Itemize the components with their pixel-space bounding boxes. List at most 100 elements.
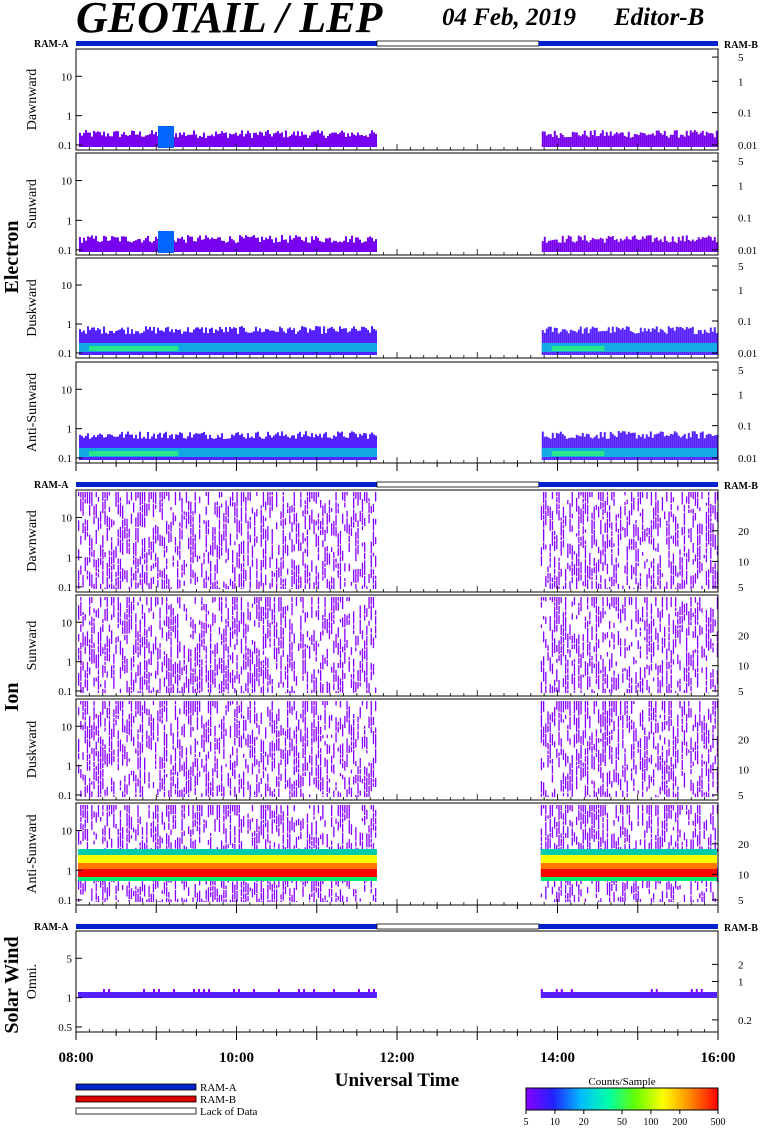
mode-bar-ram-b — [538, 482, 718, 487]
panel-ion-dawnward: Dawnward 10 1 0.1 20 10 5 — [25, 489, 750, 594]
panel-ion-sunward: Sunward 10 1 0.1 20 10 5 — [25, 594, 750, 698]
editor-label: Editor-B — [614, 4, 705, 31]
left-tick-label: 1 — [67, 993, 73, 1005]
panel-frame — [75, 698, 719, 801]
x-tick-label: 16:00 — [701, 1050, 736, 1066]
right-tick-label: 0.1 — [738, 212, 752, 224]
right-tick-label: 5 — [738, 365, 744, 377]
legend-label: Lack of Data — [200, 1106, 258, 1118]
left-tick-label: 10 — [61, 71, 73, 83]
panel-ion-duskward: Duskward 10 1 0.1 20 10 5 — [25, 698, 750, 802]
panel-label: Anti-Sunward — [25, 373, 40, 452]
right-tick-label: 1 — [738, 181, 744, 193]
mode-bar-ram-a — [76, 482, 377, 487]
right-tick-label: 1 — [738, 285, 744, 297]
mode-bar-right-label: RAM-B — [724, 40, 758, 51]
colorbar-tick-label: 500 — [711, 1117, 726, 1128]
right-tick-label: 5 — [738, 686, 744, 698]
right-tick-label: 20 — [738, 734, 750, 746]
mode-bar-left-label: RAM-A — [34, 480, 69, 491]
left-tick-label: 10 — [61, 280, 73, 292]
date-label: 04 Feb, 2019 — [442, 4, 577, 31]
left-tick-label: 0.5 — [58, 1022, 72, 1034]
mode-bar-ram-b — [538, 924, 718, 929]
panel-electron-sunward: Sunward 10 1 0.1 5 1 0.1 0.01 — [25, 152, 757, 257]
left-tick-label: 1 — [67, 865, 73, 877]
right-tick-label: 1 — [738, 389, 744, 401]
colorbar-tick-label: 20 — [579, 1117, 589, 1128]
right-tick-label: 5 — [738, 52, 744, 64]
right-tick-label: 0.01 — [738, 245, 757, 257]
colorbar-tick-label: 100 — [643, 1117, 658, 1128]
right-tick-label: 0.2 — [738, 1015, 752, 1027]
x-tick-label: 10:00 — [219, 1050, 254, 1066]
left-tick-label: 10 — [61, 826, 73, 838]
mode-bar-ram-b — [538, 41, 718, 46]
left-tick-label: 10 — [61, 721, 73, 733]
panel-ion-anti-sunward: Anti-Sunward 10 1 0.1 20 10 5 — [25, 802, 750, 907]
colorbar-tick-label: 200 — [672, 1117, 687, 1128]
legend-swatch — [75, 1095, 197, 1103]
colorbar-tick-label: 50 — [617, 1117, 627, 1128]
right-tick-label: 10 — [738, 869, 750, 881]
right-tick-label: 1 — [738, 76, 744, 88]
mode-bar-left-label: RAM-A — [34, 39, 69, 50]
right-tick-label: 10 — [738, 556, 750, 568]
right-tick-label: 0.01 — [738, 140, 757, 152]
left-tick-label: 1 — [67, 657, 73, 669]
colorbar-tick-label: 5 — [524, 1117, 529, 1128]
panel-label: Dawnward — [25, 510, 40, 571]
left-tick-label: 10 — [61, 384, 73, 396]
mode-bar-solar-wind: RAM-A RAM-B — [34, 922, 758, 934]
left-tick-label: 0.1 — [58, 245, 72, 257]
left-tick-label: 1 — [67, 552, 73, 564]
left-tick-label: 1 — [67, 111, 73, 123]
panel-electron-dawnward: Dawnward 10 1 0.1 5 1 0.1 0.01 — [25, 48, 757, 152]
mode-bar-ram-a — [76, 924, 377, 929]
colorbar: Counts/Sample 5 10 20 50 100 200 500 — [524, 1076, 726, 1128]
panel-label: Sunward — [25, 621, 40, 671]
x-axis-label: Universal Time — [335, 1070, 459, 1091]
panel-label: Sunward — [25, 179, 40, 229]
mode-bar-ion: RAM-A RAM-B — [34, 480, 758, 492]
legend-label: RAM-B — [200, 1094, 236, 1106]
right-tick-label: 0.1 — [738, 421, 752, 433]
right-tick-label: 0.1 — [738, 316, 752, 328]
right-tick-label: 2 — [738, 959, 744, 971]
panel-electron-anti-sunward: Anti-Sunward 10 1 0.1 5 1 0.1 0.01 — [25, 361, 757, 465]
mode-bar-right-label: RAM-B — [724, 923, 758, 934]
left-tick-label: 0.1 — [58, 582, 72, 594]
left-tick-label: 10 — [61, 617, 73, 629]
right-tick-label: 5 — [738, 261, 744, 273]
left-tick-label: 0.1 — [58, 140, 72, 152]
right-tick-label: 5 — [738, 895, 744, 907]
mode-bar-lack — [376, 481, 540, 488]
right-tick-label: 20 — [738, 839, 750, 851]
panel-frame — [75, 594, 719, 697]
panel-label: Dawnward — [25, 69, 40, 130]
legend-swatch — [75, 1107, 197, 1115]
left-tick-label: 0.1 — [58, 686, 72, 698]
panel-electron-duskward: Duskward 10 1 0.1 5 1 0.1 0.01 — [25, 257, 757, 360]
left-tick-label: 5 — [67, 953, 73, 965]
mode-bar-lack — [376, 923, 540, 930]
right-tick-label: 20 — [738, 526, 750, 538]
right-tick-label: 0.01 — [738, 348, 757, 360]
panel-label: Omni. — [25, 964, 40, 999]
right-tick-label: 10 — [738, 765, 750, 777]
left-tick-label: 10 — [61, 513, 73, 525]
right-tick-label: 0.01 — [738, 453, 757, 465]
left-tick-label: 10 — [61, 176, 73, 188]
mode-bar-lack — [376, 40, 540, 47]
left-tick-label: 1 — [67, 761, 73, 773]
right-tick-label: 10 — [738, 661, 750, 673]
group-label: Solar Wind — [1, 936, 23, 1033]
left-tick-label: 0.1 — [58, 790, 72, 802]
mode-bar-electron: RAM-A RAM-B — [34, 39, 758, 51]
group-label: Ion — [1, 683, 23, 712]
left-tick-label: 0.1 — [58, 348, 72, 360]
right-tick-label: 5 — [738, 582, 744, 594]
colorbar-scale — [525, 1087, 719, 1111]
